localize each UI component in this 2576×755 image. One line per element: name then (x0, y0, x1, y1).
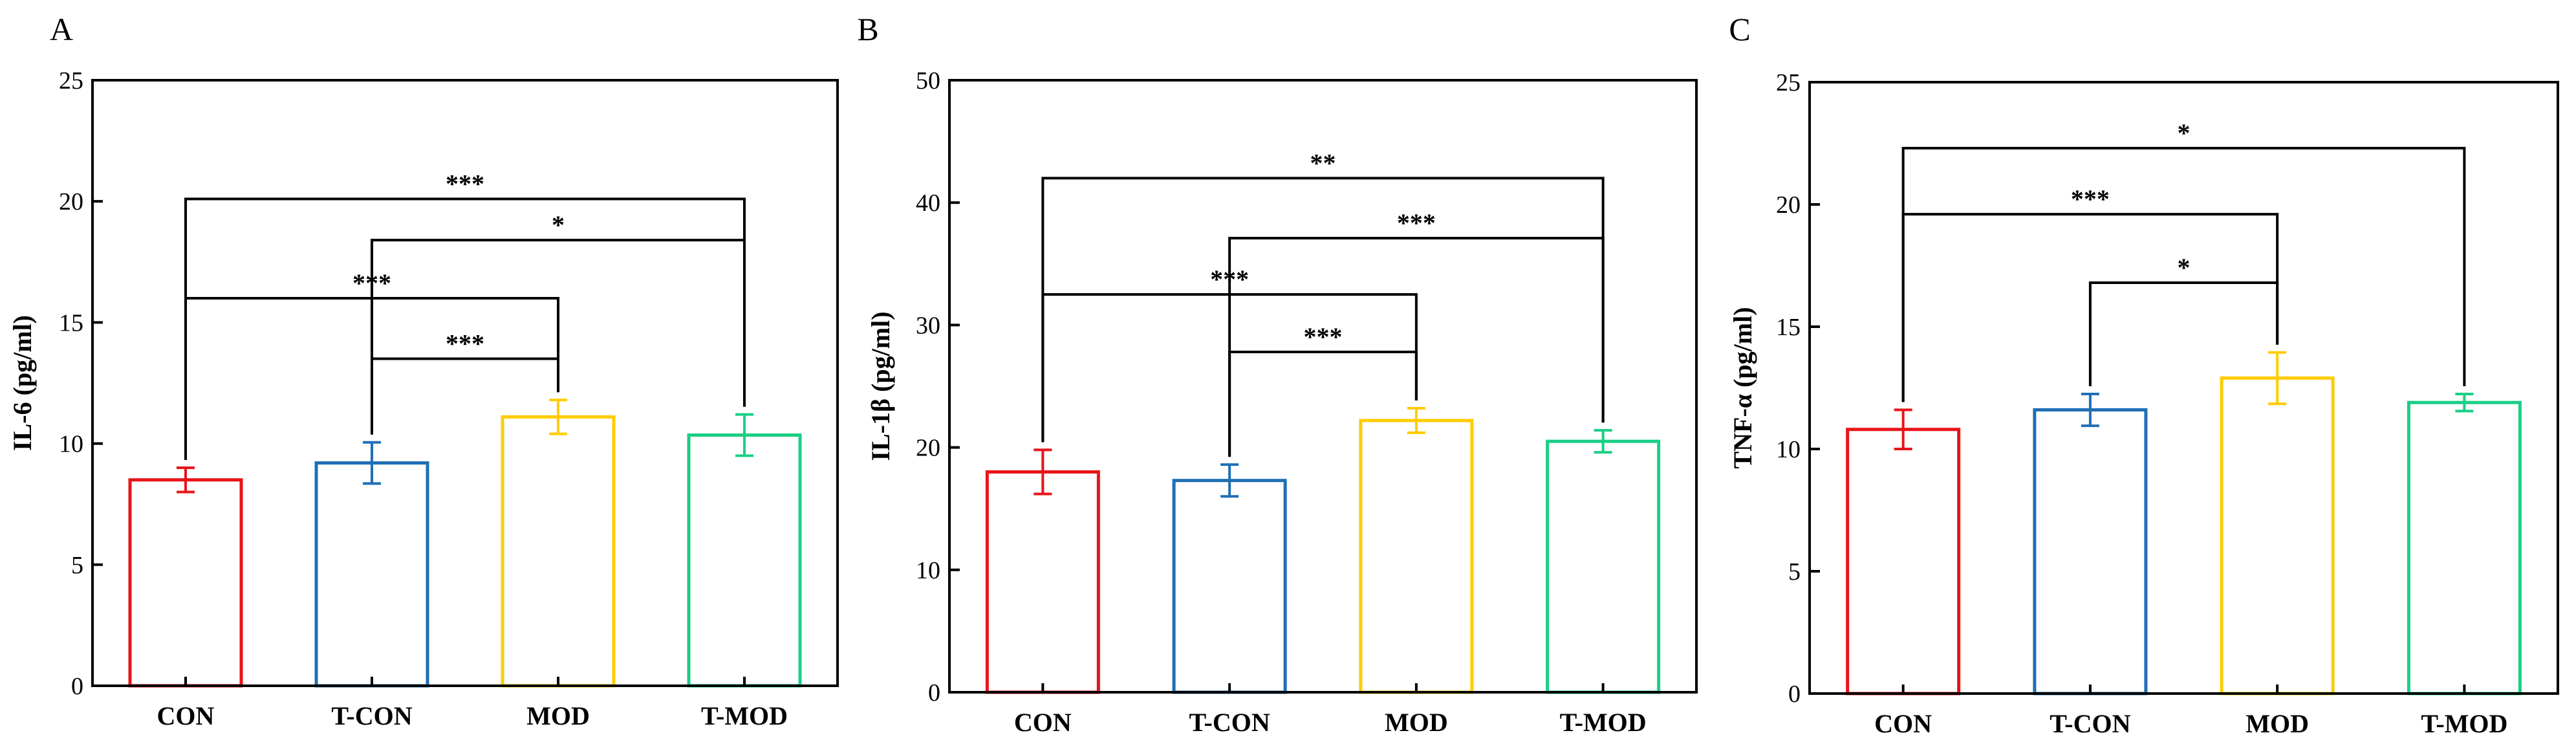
significance-bracket (1901, 213, 2279, 402)
plot-frame (91, 79, 839, 687)
y-tick-label: 0 (928, 679, 940, 706)
y-tick-label: 40 (916, 190, 940, 217)
plot-frame (1808, 81, 2559, 695)
y-tick-label: 20 (1776, 191, 1801, 219)
y-tick-label: 0 (71, 673, 83, 700)
bar-t-mod (687, 433, 802, 688)
panel-letter: C (1729, 11, 1750, 47)
y-tick-label: 25 (59, 67, 83, 94)
x-category-label: MOD (1385, 708, 1448, 737)
x-category-label: T-MOD (701, 701, 788, 730)
bar-t-mod (1546, 439, 1661, 694)
significance-bracket (1041, 177, 1605, 443)
bar-con (128, 478, 243, 688)
bar-con (985, 470, 1100, 694)
bar-t-con (2033, 408, 2148, 695)
significance-label: *** (446, 169, 484, 198)
x-category-label: CON (157, 701, 215, 730)
x-category-label: MOD (526, 701, 590, 730)
significance-label: * (2178, 253, 2191, 282)
x-category-label: CON (1014, 708, 1072, 737)
significance-bracket (2088, 281, 2279, 386)
y-axis-label: TNF-α (pg/ml) (1728, 307, 1757, 468)
x-category-label: T-MOD (1560, 708, 1647, 737)
y-tick-label: 10 (1776, 436, 1801, 463)
x-category-label: CON (1874, 709, 1932, 738)
significance-bracket (1041, 293, 1418, 443)
significance-label: *** (1304, 322, 1343, 351)
significance-bracket (184, 296, 559, 461)
panel-letter: B (857, 11, 878, 47)
bar-mod (2220, 376, 2335, 695)
significance-label: *** (446, 329, 484, 358)
y-tick-label: 0 (1788, 681, 1801, 708)
bar-t-mod (2407, 400, 2522, 695)
y-tick-label: 10 (916, 557, 940, 584)
bar-con (1846, 428, 1961, 695)
x-category-label: T-MOD (2421, 709, 2507, 738)
x-category-label: T-CON (2050, 709, 2130, 738)
x-category-label: T-CON (331, 701, 412, 730)
bar-mod (501, 415, 616, 688)
x-category-label: MOD (2246, 709, 2309, 738)
y-tick-label: 20 (916, 435, 940, 462)
y-tick-label: 5 (1788, 558, 1801, 585)
significance-label: * (552, 210, 565, 239)
y-tick-label: 25 (1776, 69, 1801, 96)
significance-label: *** (1210, 265, 1249, 294)
significance-bracket (371, 357, 559, 435)
x-category-label: T-CON (1189, 708, 1270, 737)
y-tick-label: 20 (59, 188, 83, 215)
y-tick-label: 10 (59, 431, 83, 458)
y-tick-label: 15 (1776, 314, 1801, 341)
significance-bracket (1228, 237, 1605, 457)
significance-label: ** (1310, 148, 1336, 177)
y-axis-label: IL-6 (pg/ml) (8, 315, 37, 451)
significance-bracket (1228, 351, 1418, 457)
significance-label: *** (352, 268, 391, 298)
significance-bracket (371, 239, 746, 435)
bar-t-con (1172, 479, 1287, 694)
y-tick-label: 15 (59, 309, 83, 336)
bar-t-con (314, 461, 429, 688)
y-tick-label: 50 (916, 67, 940, 94)
plot-frame (948, 79, 1698, 694)
significance-label: * (2178, 118, 2191, 148)
y-tick-label: 30 (916, 312, 940, 339)
significance-label: *** (1397, 208, 1436, 237)
bar-mod (1359, 419, 1474, 694)
significance-label: *** (2071, 184, 2110, 213)
panel-letter: A (50, 11, 73, 47)
y-axis-label: IL-1β (pg/ml) (866, 311, 895, 461)
y-tick-label: 5 (71, 552, 83, 579)
